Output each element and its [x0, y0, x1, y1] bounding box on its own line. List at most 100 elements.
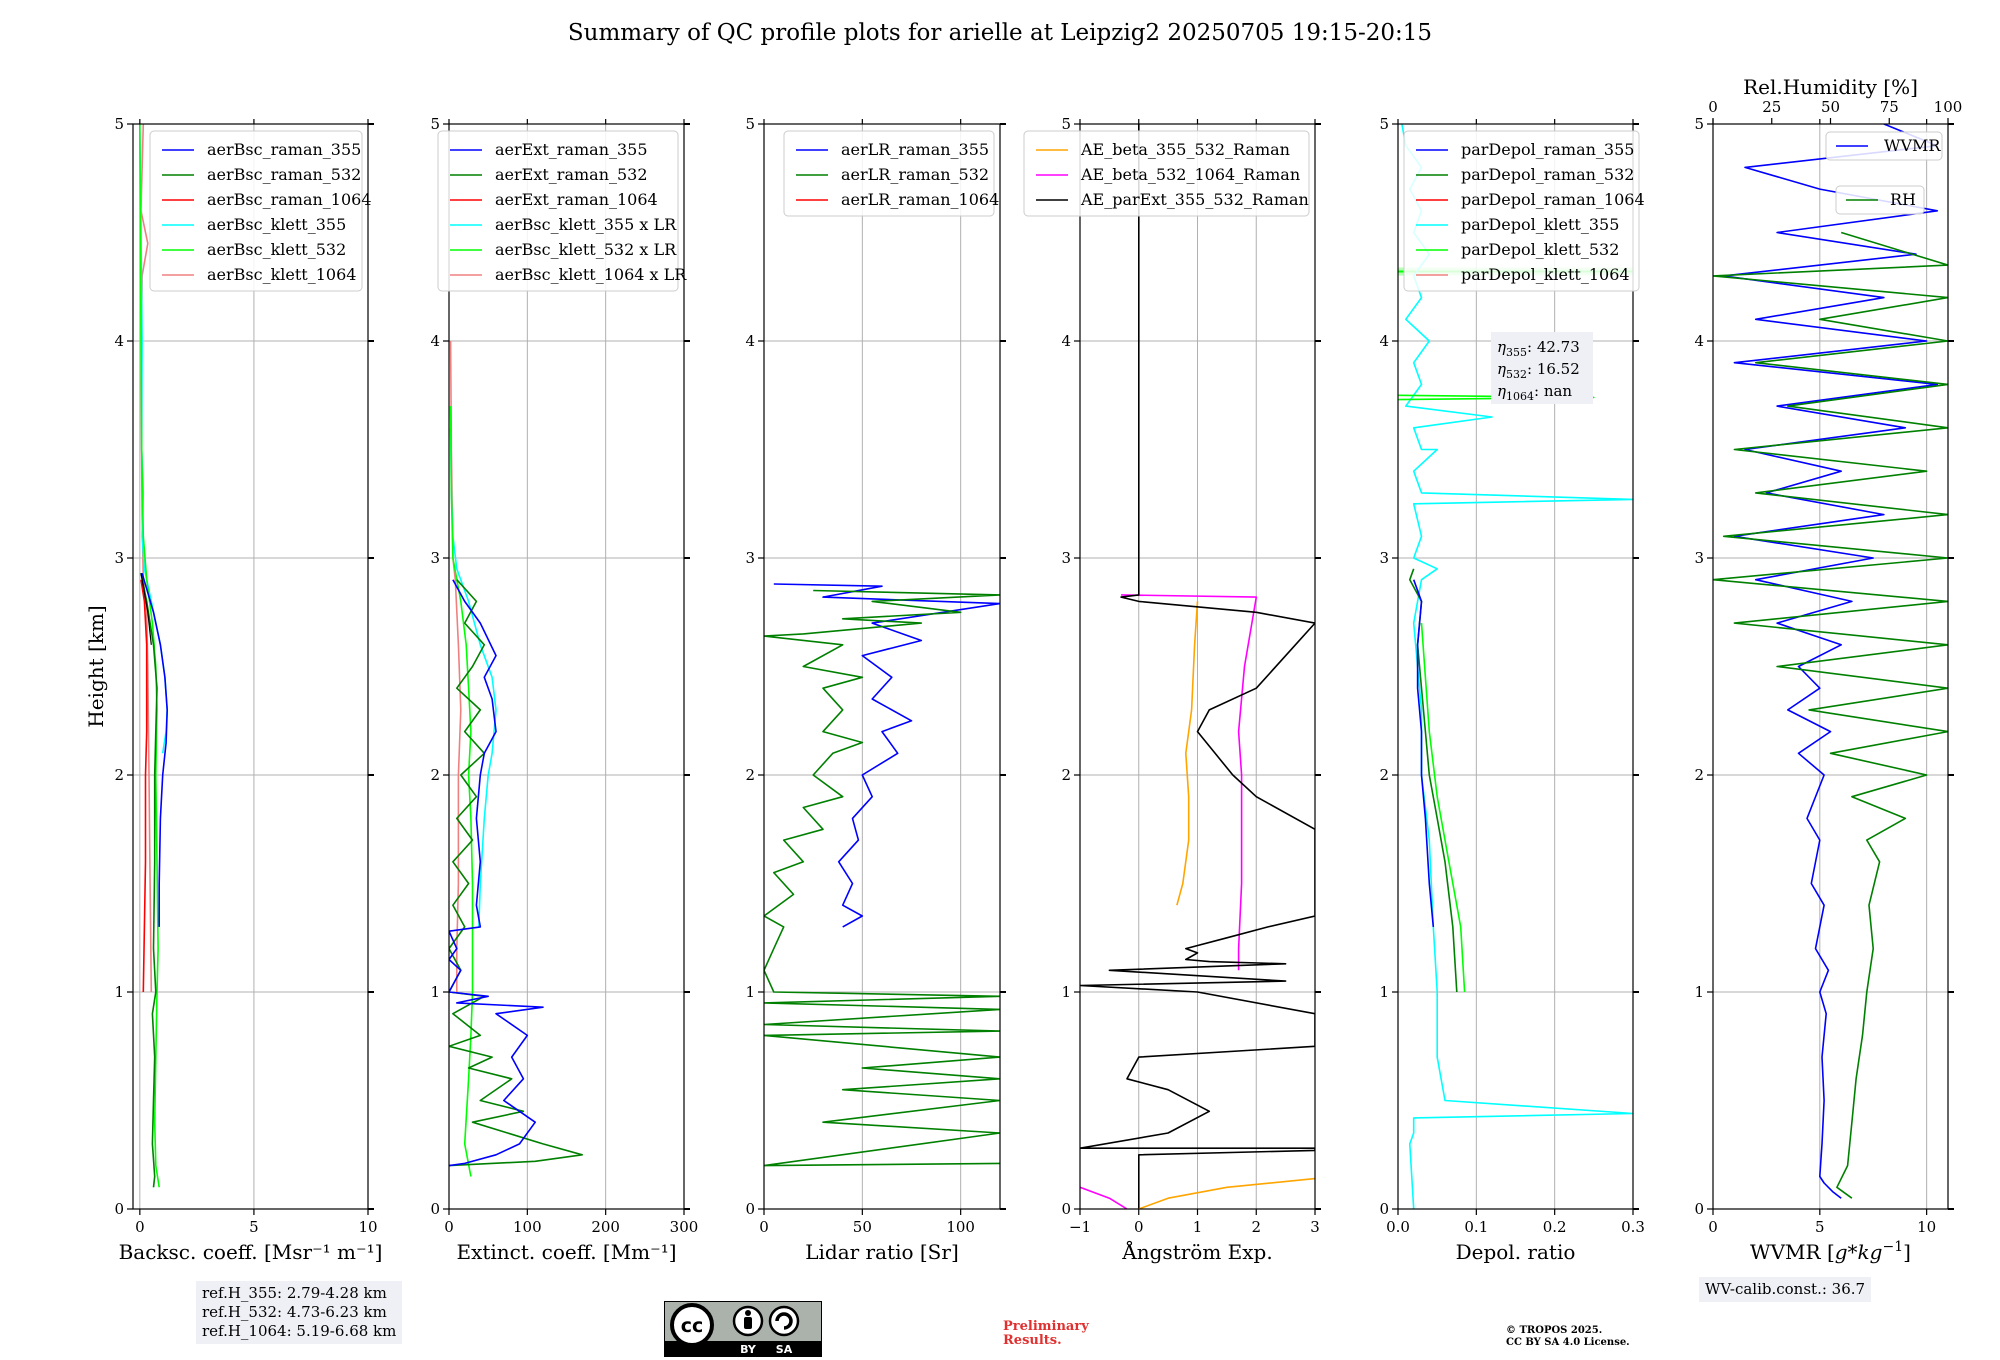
- top-tick-label-2: 50: [1821, 98, 1840, 116]
- xaxis-label: Depol. ratio: [1456, 1240, 1576, 1264]
- xtick-label-2: 100: [946, 1218, 975, 1236]
- series-aerBsc_klett_355 x LR: [449, 427, 497, 927]
- ref-height-532: ref.H_532: 4.73-6.23 km: [202, 1303, 387, 1321]
- series-aerBsc_raman_1064: [140, 579, 148, 993]
- wv-calib-constant: WV-calib.const.: 36.7: [1705, 1280, 1866, 1298]
- legend-frame: [1825, 131, 1943, 161]
- axes-frame: [132, 123, 369, 1210]
- xtick-label-0: −1: [1069, 1218, 1091, 1236]
- ytick-label-0: 0: [745, 1200, 755, 1218]
- legend-label-0: parDepol_raman_355: [1461, 140, 1634, 159]
- ytick-label-3: 3: [1694, 549, 1704, 567]
- legend-label-5: aerBsc_klett_1064 x LR: [495, 265, 687, 284]
- ytick-label-4: 4: [114, 332, 124, 350]
- legend-label-2: aerBsc_raman_1064: [207, 190, 372, 209]
- ytick-label-5: 5: [1061, 115, 1071, 133]
- axes-frame: [763, 123, 1001, 1210]
- legend-label-2: aerExt_raman_1064: [495, 190, 658, 209]
- series-aerExt_raman_355: [449, 579, 544, 1167]
- xtick-label-3: 0.3: [1621, 1218, 1645, 1236]
- top-axis-label: Rel.Humidity [%]: [1743, 75, 1918, 99]
- legend-lr: aerLR_raman_355 aerLR_raman_532 aerLR_rama…: [783, 130, 999, 217]
- xaxis-label: Backsc. coeff. [Msr⁻¹ m⁻¹]: [119, 1240, 383, 1264]
- legend-label-5: parDepol_klett_1064: [1461, 265, 1630, 284]
- ytick-label-2: 2: [1061, 766, 1071, 784]
- series-aerBsc_klett_532 x LR: [449, 406, 474, 1177]
- axes-frame: [448, 123, 685, 1210]
- ytick-label-3: 3: [114, 549, 124, 567]
- ytick-label-4: 4: [1379, 332, 1389, 350]
- panel-depol: 0.0 0.1 0.2 0.3 0 1 2 3 4 5 Depol. ratio parDepol_r…: [1379, 115, 1644, 1264]
- axes-frame: [1397, 123, 1634, 1210]
- legend-bsc: aerBsc_raman_355 aerBsc_raman_532 aerBsc_r…: [149, 130, 372, 292]
- series-parDepol_raman_532: [1409, 568, 1458, 993]
- figure-title: Summary of QC profile plots for arielle …: [567, 20, 1433, 46]
- xtick-label-2: 1: [1193, 1218, 1203, 1236]
- series-group: [764, 583, 1000, 1167]
- ytick-label-4: 4: [1694, 332, 1704, 350]
- legend-frame: [1403, 130, 1640, 292]
- legend-label-4: parDepol_klett_532: [1461, 240, 1619, 259]
- sa-text: SA: [776, 1343, 793, 1356]
- series-group: [1080, 124, 1315, 1209]
- ytick-label-5: 5: [114, 115, 124, 133]
- legend-label-5: aerBsc_klett_1064: [207, 265, 356, 284]
- series-AE_parExt_355_532_Raman: [1080, 124, 1315, 1209]
- legend-ext: aerExt_raman_355 aerExt_raman_532 aerExt_r…: [437, 130, 687, 292]
- legend-label-2: aerLR_raman_1064: [841, 190, 999, 209]
- preliminary-results-note: Preliminary Results.: [1003, 1320, 1089, 1348]
- series-aerBsc_raman_355: [141, 572, 168, 927]
- xtick-label-2: 10: [1917, 1218, 1936, 1236]
- copyright-note: © TROPOS 2025. CC BY SA 4.0 License.: [1506, 1325, 1630, 1349]
- ytick-label-1: 1: [1379, 983, 1389, 1001]
- copyright-line-1: © TROPOS 2025.: [1506, 1325, 1603, 1336]
- ytick-label-3: 3: [745, 549, 755, 567]
- xtick-label-1: 0: [1134, 1218, 1144, 1236]
- cc-text: cc: [681, 1315, 704, 1337]
- xtick-label-0: 0: [1708, 1218, 1718, 1236]
- legend-label-1: parDepol_raman_532: [1461, 165, 1634, 184]
- series-aerBsc_klett_1064 x LR: [449, 340, 462, 992]
- ytick-label-3: 3: [1379, 549, 1389, 567]
- xtick-label-0: 0: [444, 1218, 454, 1236]
- series-aerExt_raman_532: [449, 579, 584, 1167]
- legend-depol: parDepol_raman_355 parDepol_raman_532 parD…: [1403, 130, 1645, 292]
- ytick-label-1: 1: [1694, 983, 1704, 1001]
- ytick-label-1: 1: [430, 983, 440, 1001]
- xtick-label-3: 2: [1251, 1218, 1261, 1236]
- ytick-label-5: 5: [1694, 115, 1704, 133]
- legend-label-1: aerExt_raman_532: [495, 165, 648, 184]
- ytick-label-1: 1: [114, 983, 124, 1001]
- xaxis-label: WVMR [g*kg−1]: [1750, 1239, 1911, 1264]
- legend-label-0: AE_beta_355_532_Raman: [1080, 140, 1290, 159]
- eta-355: η355: 42.73: [1497, 338, 1580, 359]
- ytick-label-5: 5: [430, 115, 440, 133]
- legend-frame: [1835, 185, 1925, 215]
- ytick-label-0: 0: [1061, 1200, 1071, 1218]
- xtick-label-0: 0.0: [1386, 1218, 1410, 1236]
- xtick-label-1: 5: [1815, 1218, 1825, 1236]
- xaxis-label: Lidar ratio [Sr]: [805, 1240, 959, 1264]
- legend-label-0: aerLR_raman_355: [841, 140, 989, 159]
- ytick-label-5: 5: [1379, 115, 1389, 133]
- legend-ae: AE_beta_355_532_Raman AE_beta_532_1064_Ra…: [1023, 130, 1310, 217]
- legend-label-3: aerBsc_klett_355: [207, 215, 346, 234]
- legend-label-rh: RH: [1890, 190, 1916, 209]
- legend-frame: [437, 130, 679, 292]
- ytick-label-0: 0: [430, 1200, 440, 1218]
- ytick-label-3: 3: [1061, 549, 1071, 567]
- xtick-label-2: 0.2: [1543, 1218, 1567, 1236]
- ytick-label-4: 4: [430, 332, 440, 350]
- xtick-label-1: 50: [853, 1218, 872, 1236]
- legend-label-0: aerBsc_raman_355: [207, 140, 361, 159]
- ytick-label-1: 1: [745, 983, 755, 1001]
- panel-ext: 0 100 200 300 0 1 2 3 4 5 Extinct. coeff. [Mm⁻¹] ae…: [430, 115, 698, 1264]
- ytick-label-2: 2: [1379, 766, 1389, 784]
- series-AE_beta_355_532_low: [1138, 1177, 1315, 1209]
- ytick-label-2: 2: [1694, 766, 1704, 784]
- series-AE_beta_532_1064_Raman: [1121, 594, 1258, 971]
